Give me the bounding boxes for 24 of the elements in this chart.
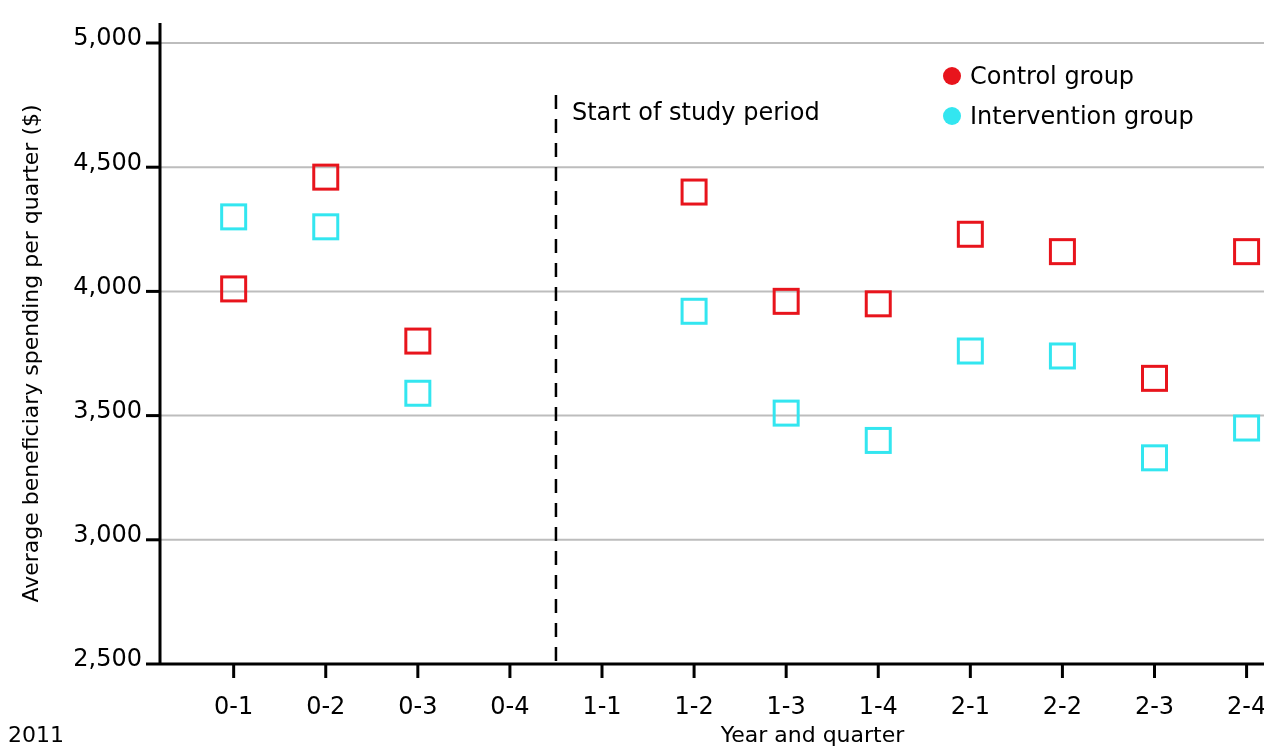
x-tick-label: 2-2 xyxy=(1042,692,1083,720)
x-tick-label: 2-3 xyxy=(1134,692,1175,720)
x-tick-label: 2-1 xyxy=(950,692,990,720)
x-tick-label: 1-3 xyxy=(766,692,806,720)
x-axis-title: Year and quarter xyxy=(719,722,906,747)
y-tick-label: 5,000 xyxy=(73,23,142,52)
x-tick-label: 1-2 xyxy=(674,692,714,720)
ref-line-label: Start of study period xyxy=(571,98,820,126)
y-tick-label: 2,500 xyxy=(73,644,142,673)
text: 2011 xyxy=(8,722,64,747)
x-tick-label: 1-1 xyxy=(582,692,622,720)
y-tick-label: 4,000 xyxy=(73,271,142,300)
y-tick-label: 4,500 xyxy=(73,147,142,176)
y-axis-title: Average beneficiary spending per quarter ($) xyxy=(18,104,43,603)
legend-label: Intervention group xyxy=(970,102,1194,131)
x-tick-label: 0-1 xyxy=(214,692,254,720)
y-tick-label: 3,500 xyxy=(73,396,142,424)
y-tick-label: 3,000 xyxy=(73,520,142,549)
x-tick-label: 0-4 xyxy=(490,692,530,720)
x-tick-label: 0-2 xyxy=(306,692,346,720)
x-tick-label: 1-4 xyxy=(858,692,898,720)
legend-label: Control group xyxy=(970,62,1135,91)
x-tick-label: 0-3 xyxy=(398,692,438,720)
x-tick-label: 2-4 xyxy=(1226,692,1267,720)
